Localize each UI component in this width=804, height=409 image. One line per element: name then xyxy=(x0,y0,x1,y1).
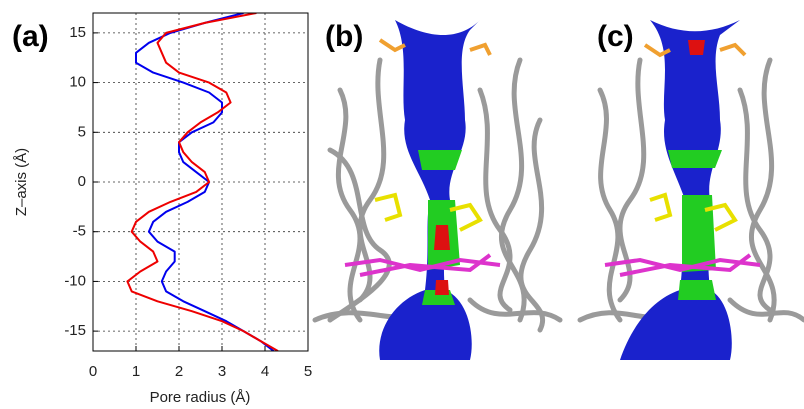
residues-c xyxy=(604,42,761,277)
residues-b xyxy=(344,38,501,277)
y-tick-label: -5 xyxy=(73,223,86,240)
structure-b xyxy=(312,57,563,333)
molecular-images xyxy=(312,20,804,360)
x-tick-label: 0 xyxy=(89,363,97,380)
x-axis-title: Pore radius (Å) xyxy=(150,389,251,406)
panel-label: (b) xyxy=(325,20,363,53)
x-tick-label: 5 xyxy=(304,363,312,380)
tunnel-red-c xyxy=(688,40,705,55)
plot: 0 1 2 3 4 5 -15 -10 -5 0 5 10 15 xyxy=(64,12,312,380)
tunnel-red-b xyxy=(434,225,450,295)
y-tick-label: 15 xyxy=(69,24,86,41)
y-tick-label: -15 xyxy=(64,322,86,339)
y-tick-label: 0 xyxy=(78,173,86,190)
x-tick-label: 1 xyxy=(132,363,140,380)
tunnel-c xyxy=(620,20,740,360)
x-tick-label: 4 xyxy=(261,363,269,380)
panel-label: (a) xyxy=(12,20,49,53)
plot-frame xyxy=(92,12,309,352)
series-line xyxy=(126,13,279,351)
y-tick-label: -10 xyxy=(64,272,86,289)
y-tick-label: 5 xyxy=(78,123,86,140)
x-tick-label: 2 xyxy=(175,363,183,380)
x-tick-label: 3 xyxy=(218,363,226,380)
panel-label: (c) xyxy=(597,20,634,53)
plot-background xyxy=(93,13,308,351)
y-axis-title: Z–axis (Å) xyxy=(13,148,30,216)
y-tick-label: 10 xyxy=(69,74,86,91)
tunnel-b xyxy=(379,20,480,360)
